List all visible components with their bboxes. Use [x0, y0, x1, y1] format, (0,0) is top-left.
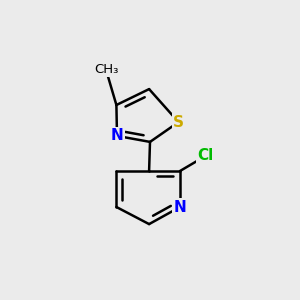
- Text: N: N: [174, 200, 186, 214]
- Text: CH₃: CH₃: [94, 63, 119, 76]
- Text: N: N: [111, 128, 123, 143]
- Text: Cl: Cl: [197, 148, 214, 164]
- Text: S: S: [173, 115, 184, 130]
